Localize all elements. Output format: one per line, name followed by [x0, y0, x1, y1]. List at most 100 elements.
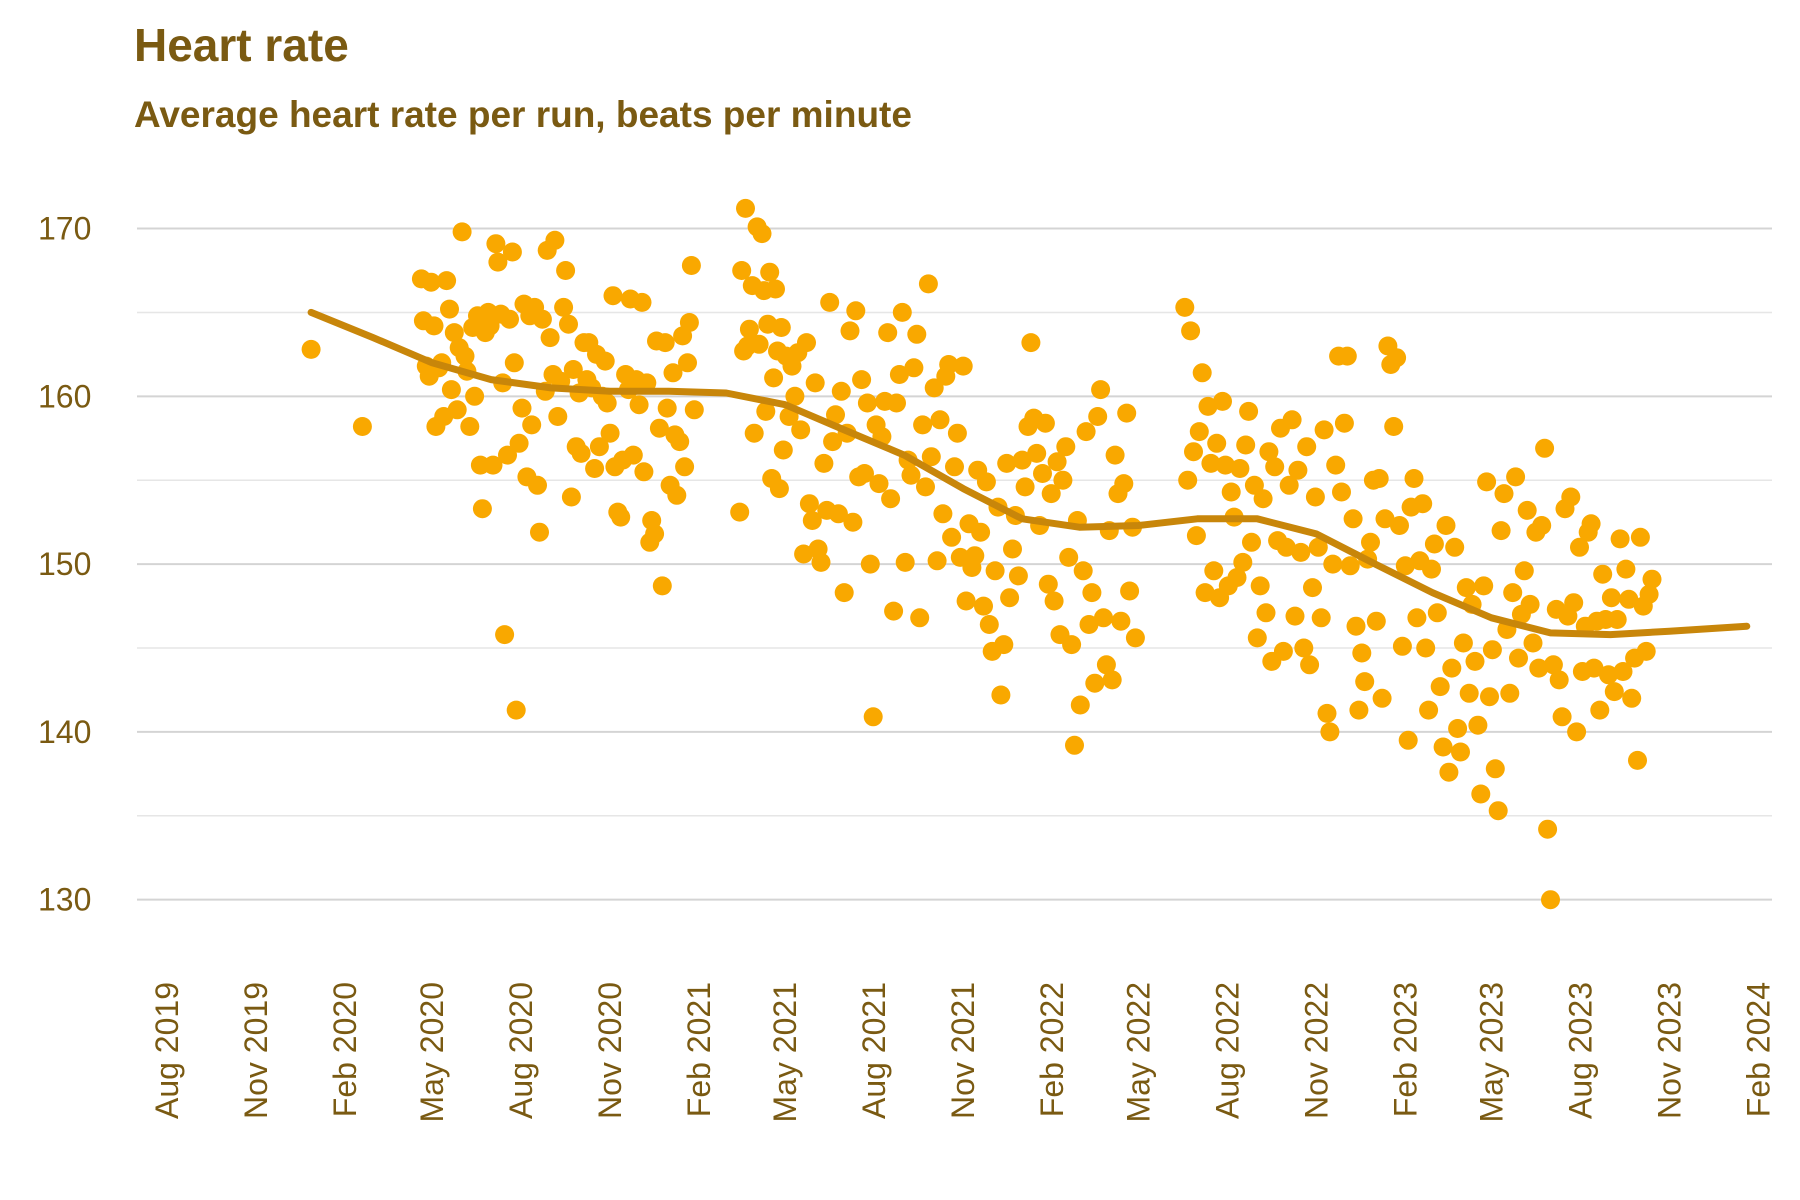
data-point [1529, 658, 1549, 678]
data-point [486, 234, 506, 254]
data-point [852, 370, 872, 390]
data-point [1305, 487, 1325, 507]
data-point [1465, 651, 1485, 671]
data-point [1613, 662, 1633, 681]
data-point [500, 309, 519, 329]
data-point [930, 410, 950, 430]
data-point [670, 432, 690, 452]
y-tick-label: 130 [38, 882, 91, 918]
data-point [901, 465, 921, 485]
y-tick-label: 150 [38, 546, 91, 582]
x-tick-label: Feb 2022 [1034, 982, 1070, 1117]
data-point [965, 546, 985, 566]
data-point [799, 494, 819, 514]
data-point [563, 360, 583, 379]
data-point [554, 297, 574, 317]
data-point [1459, 683, 1479, 703]
data-point [1352, 643, 1372, 663]
data-point [1369, 469, 1389, 488]
trend-line-group [307, 308, 1751, 639]
x-tick-label: May 2023 [1473, 982, 1509, 1123]
data-point [1433, 737, 1453, 757]
data-point [1300, 655, 1320, 675]
x-tick-label: Nov 2023 [1651, 982, 1687, 1119]
data-point [1326, 455, 1346, 475]
data-point [1375, 509, 1395, 529]
data-point [498, 445, 517, 465]
data-point [1184, 442, 1203, 462]
data-point [918, 274, 938, 294]
data-point [1265, 457, 1285, 477]
data-point [1320, 722, 1340, 742]
data-point [504, 353, 524, 373]
data-point [791, 420, 811, 440]
data-point [600, 423, 620, 443]
data-point [1346, 616, 1366, 636]
data-point [1044, 591, 1064, 611]
data-point [540, 328, 560, 348]
data-point [736, 198, 755, 218]
data-point [760, 262, 780, 282]
x-tick-label: Feb 2020 [327, 982, 363, 1117]
x-tick-label: Nov 2021 [945, 982, 981, 1119]
data-point [509, 433, 529, 453]
data-point [956, 591, 976, 611]
data-point [797, 333, 816, 353]
data-point [1622, 688, 1642, 708]
data-point [1186, 526, 1206, 546]
data-point [1619, 589, 1639, 609]
data-point [971, 522, 991, 542]
data-point [910, 608, 930, 628]
data-point [739, 319, 759, 339]
data-point [1102, 670, 1122, 690]
data-point [1239, 401, 1259, 421]
data-point [1604, 682, 1624, 702]
data-point [437, 271, 457, 291]
data-point [1117, 403, 1137, 423]
data-point [942, 527, 962, 547]
data-point [916, 477, 935, 497]
data-point [652, 576, 672, 596]
data-point [794, 544, 814, 564]
data-point [1073, 561, 1093, 581]
data-point [766, 279, 785, 299]
data-point [1027, 443, 1047, 463]
data-point [1308, 537, 1328, 557]
data-point [1114, 474, 1134, 494]
data-point [447, 400, 467, 420]
data-point [561, 487, 581, 507]
data-point [1503, 583, 1523, 603]
data-point [752, 224, 772, 244]
x-tick-label: May 2020 [414, 982, 450, 1123]
data-point [1601, 588, 1621, 608]
x-axis-ticks: Aug 2019 Nov 2019 Feb 2020 May 2020 Aug 2020… [149, 982, 1776, 1123]
data-point [1276, 537, 1296, 557]
data-point [904, 358, 924, 378]
data-point [1201, 453, 1221, 473]
data-point [603, 286, 623, 306]
data-point [994, 635, 1014, 655]
data-point [421, 272, 441, 292]
data-point [1392, 636, 1412, 656]
data-point [506, 700, 526, 720]
data-point [1500, 683, 1520, 703]
data-point [595, 351, 615, 371]
data-point [1366, 611, 1386, 631]
data-point [1213, 391, 1232, 411]
data-point [1012, 450, 1032, 470]
data-point [1424, 534, 1444, 554]
x-tick-label: May 2022 [1120, 982, 1156, 1123]
data-point [1000, 588, 1020, 608]
x-tick-label: Aug 2023 [1562, 982, 1598, 1119]
data-point [985, 561, 1005, 581]
data-point [1570, 537, 1589, 557]
data-point [1506, 467, 1526, 487]
data-point [1427, 603, 1447, 623]
data-point [907, 324, 927, 344]
data-point [979, 615, 999, 634]
data-point [1520, 594, 1540, 614]
data-point [597, 393, 617, 413]
data-point [1407, 608, 1427, 628]
data-point [1085, 673, 1105, 693]
data-point [1561, 487, 1581, 507]
